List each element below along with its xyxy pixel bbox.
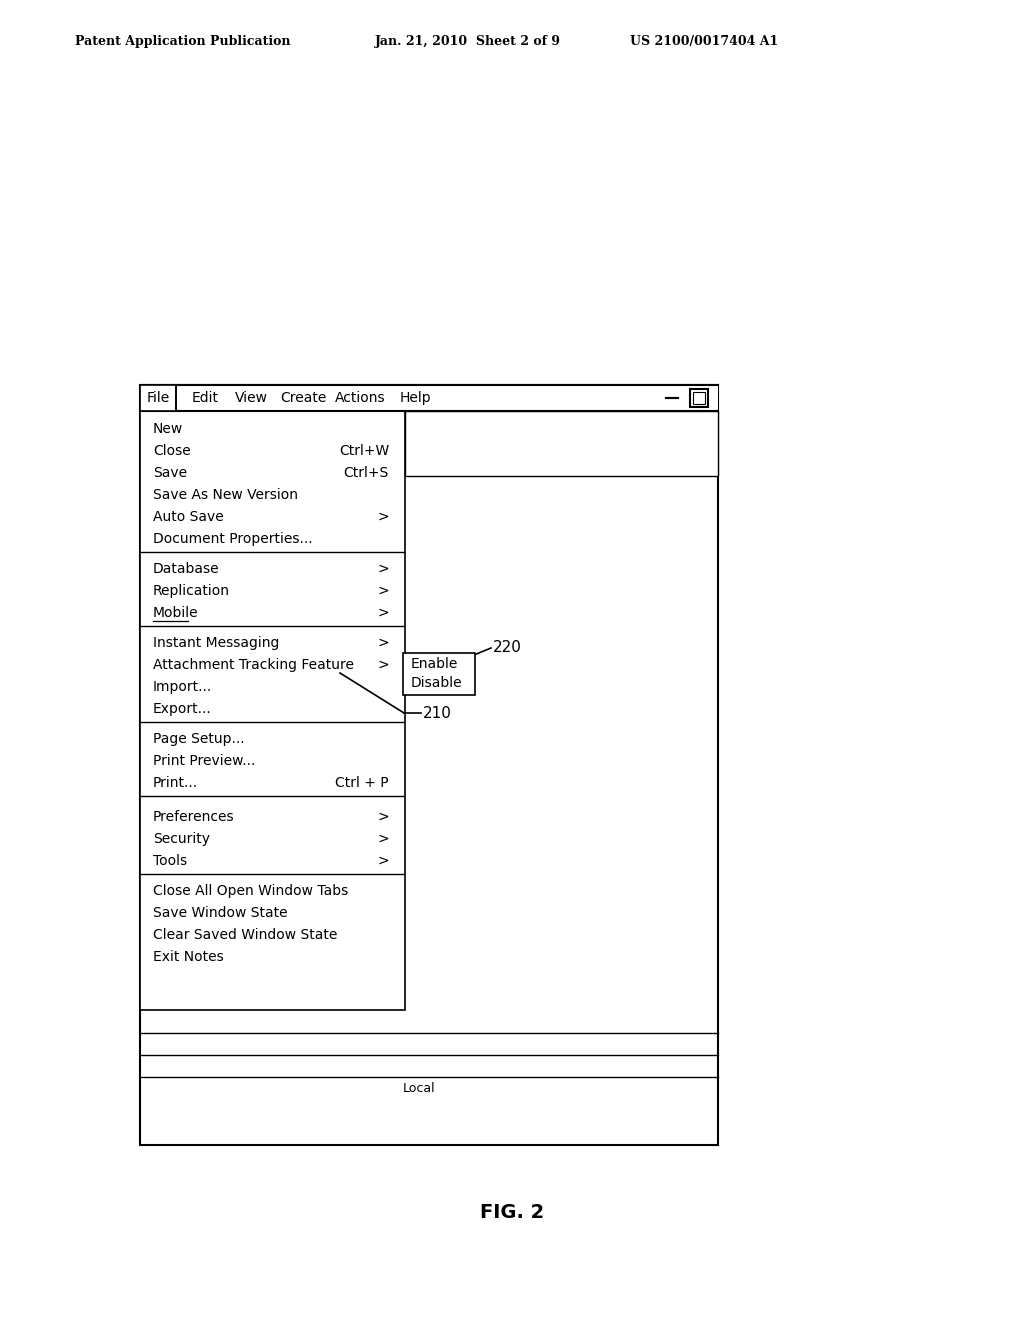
Text: Create: Create bbox=[280, 391, 327, 405]
Text: Attachment Tracking Feature: Attachment Tracking Feature bbox=[153, 657, 354, 672]
Text: >: > bbox=[378, 657, 389, 672]
Bar bbox=[140, 385, 176, 411]
Text: Preferences: Preferences bbox=[153, 810, 234, 824]
Text: Jan. 21, 2010  Sheet 2 of 9: Jan. 21, 2010 Sheet 2 of 9 bbox=[375, 36, 561, 49]
Text: Print Preview...: Print Preview... bbox=[153, 754, 255, 768]
Text: >: > bbox=[378, 562, 389, 576]
Text: Instant Messaging: Instant Messaging bbox=[153, 636, 280, 649]
Text: Close: Close bbox=[153, 444, 190, 458]
Text: Help: Help bbox=[400, 391, 432, 405]
Text: Replication: Replication bbox=[153, 583, 230, 598]
Text: Print...: Print... bbox=[153, 776, 198, 789]
Text: >: > bbox=[378, 636, 389, 649]
Text: Ctrl + P: Ctrl + P bbox=[336, 776, 389, 789]
Text: >: > bbox=[378, 606, 389, 620]
Text: Actions: Actions bbox=[335, 391, 386, 405]
Text: >: > bbox=[378, 810, 389, 824]
Bar bbox=[140, 385, 718, 1144]
Text: Auto Save: Auto Save bbox=[153, 510, 224, 524]
Text: Page Setup...: Page Setup... bbox=[153, 733, 245, 746]
Text: Document Properties...: Document Properties... bbox=[153, 532, 312, 546]
Text: Save Window State: Save Window State bbox=[153, 906, 288, 920]
Text: Security: Security bbox=[153, 832, 210, 846]
Text: Database: Database bbox=[153, 562, 219, 576]
Text: >: > bbox=[378, 854, 389, 869]
Text: >: > bbox=[378, 832, 389, 846]
Text: Close All Open Window Tabs: Close All Open Window Tabs bbox=[153, 884, 348, 898]
Text: Local: Local bbox=[402, 1082, 435, 1096]
Text: Ctrl+S: Ctrl+S bbox=[344, 466, 389, 480]
Text: Ctrl+W: Ctrl+W bbox=[339, 444, 389, 458]
Text: >: > bbox=[378, 583, 389, 598]
Text: Tools: Tools bbox=[153, 854, 187, 869]
Text: Exit Notes: Exit Notes bbox=[153, 950, 224, 964]
Text: Import...: Import... bbox=[153, 680, 212, 694]
Text: 220: 220 bbox=[493, 640, 522, 656]
Text: New: New bbox=[153, 422, 183, 436]
Text: Save As New Version: Save As New Version bbox=[153, 488, 298, 502]
Text: View: View bbox=[234, 391, 268, 405]
Text: Export...: Export... bbox=[153, 702, 212, 715]
Bar bbox=[140, 385, 718, 411]
Text: Enable: Enable bbox=[411, 657, 459, 671]
Text: Mobile: Mobile bbox=[153, 606, 199, 620]
Text: 210: 210 bbox=[423, 705, 452, 721]
Bar bbox=[693, 392, 705, 404]
Text: Clear Saved Window State: Clear Saved Window State bbox=[153, 928, 337, 942]
Text: Patent Application Publication: Patent Application Publication bbox=[75, 36, 291, 49]
Text: >: > bbox=[378, 510, 389, 524]
Text: Save: Save bbox=[153, 466, 187, 480]
Text: File: File bbox=[147, 391, 170, 405]
Bar bbox=[406, 411, 718, 477]
Bar bbox=[663, 389, 681, 407]
Bar bbox=[403, 653, 475, 696]
Text: FIG. 2: FIG. 2 bbox=[480, 1203, 544, 1221]
Text: Disable: Disable bbox=[411, 676, 463, 690]
Bar bbox=[140, 411, 406, 1010]
Bar bbox=[690, 389, 708, 407]
Text: US 2100/0017404 A1: US 2100/0017404 A1 bbox=[630, 36, 778, 49]
Text: Edit: Edit bbox=[193, 391, 219, 405]
